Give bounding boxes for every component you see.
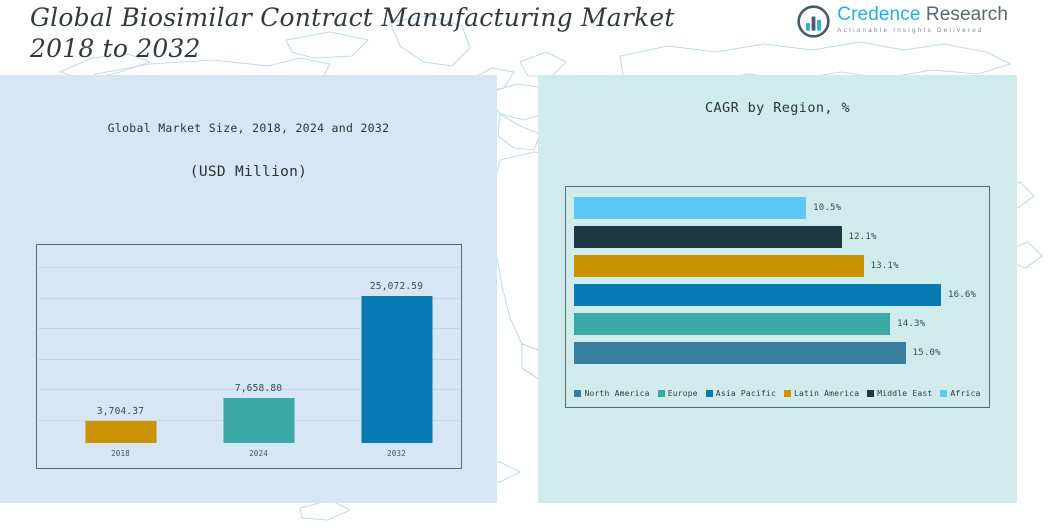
legend-swatch [784, 390, 791, 397]
cagr-bars: 10.5% 12.1% 13.1% 16.6% 14.3% 15.0% [574, 197, 981, 367]
gridline [37, 328, 460, 329]
cagr-bar-value: 13.1% [870, 261, 899, 271]
legend-swatch [940, 390, 948, 397]
market-size-bar-group: 25,072.59 2032 [331, 267, 463, 458]
cagr-bar-row: 12.1% [574, 226, 981, 248]
gridline [37, 267, 460, 268]
market-size-title-line2: (USD Million) [189, 164, 308, 180]
market-size-bar-group: 7,658.80 2024 [193, 267, 325, 458]
market-size-chart: Global Market Size, 2018, 2024 and 2032 … [0, 95, 497, 469]
cagr-bar[interactable]: 15.0% [574, 342, 941, 364]
gridline [37, 298, 460, 299]
market-size-bar[interactable]: 25,072.59 2032 [361, 281, 432, 458]
cagr-legend-item[interactable]: Asia Pacific [705, 389, 776, 398]
brand-name-secondary: Research [925, 4, 1008, 25]
legend-label: Africa [950, 389, 981, 398]
gridline [37, 389, 460, 390]
legend-swatch [705, 390, 713, 397]
cagr-bar[interactable]: 16.6% [574, 284, 976, 306]
market-size-chart-title: Global Market Size, 2018, 2024 and 2032 … [0, 95, 497, 205]
cagr-legend-item[interactable]: Latin America [784, 389, 859, 398]
market-size-category-label: 2024 [249, 449, 268, 458]
legend-label: Europe [667, 389, 698, 398]
cagr-bar-row: 13.1% [574, 255, 981, 277]
legend-swatch [657, 390, 665, 397]
cagr-legend-item[interactable]: North America [574, 389, 649, 398]
bar-chart-circle-icon [797, 5, 830, 38]
market-size-plot-area: 3,704.37 2018 7,658.80 2024 25,072.59 2032 [35, 244, 463, 469]
legend-swatch [574, 390, 582, 397]
cagr-bar-value: 12.1% [848, 232, 877, 242]
market-size-bar[interactable]: 7,658.80 2024 [223, 383, 294, 458]
market-size-bar-value: 7,658.80 [234, 383, 283, 395]
cagr-bar[interactable]: 14.3% [574, 313, 925, 335]
brand-text: Credence Research Actionable Insights De… [837, 5, 1008, 34]
cagr-bar-value: 14.3% [897, 319, 926, 329]
cagr-legend-item[interactable]: Europe [657, 389, 698, 398]
cagr-bar-value: 16.6% [947, 290, 977, 300]
cagr-bar-row: 16.6% [574, 284, 981, 306]
market-size-bar-value: 25,072.59 [369, 280, 424, 292]
legend-label: Latin America [794, 389, 860, 398]
credence-research-logo: Credence Research Actionable Insights De… [797, 5, 1008, 38]
brand-name-primary: Credence [837, 4, 921, 25]
cagr-bar-row: 15.0% [574, 342, 981, 364]
header: Global Biosimilar Contract Manufacturing… [0, 0, 1052, 75]
cagr-by-region-chart: CAGR by Region, % 10.5% 12.1% 13.1% 16.6% 14… [538, 100, 1017, 408]
cagr-chart-title: CAGR by Region, % [705, 100, 850, 116]
cagr-bar[interactable]: 10.5% [574, 197, 841, 219]
cagr-legend-item[interactable]: Middle East [867, 389, 932, 398]
brand-name: Credence Research [837, 5, 1008, 24]
legend-swatch [867, 390, 875, 397]
cagr-bar[interactable]: 13.1% [574, 255, 899, 277]
market-size-bars: 3,704.37 2018 7,658.80 2024 25,072.59 2032 [37, 267, 463, 458]
legend-label: North America [584, 389, 650, 398]
market-size-category-label: 2018 [111, 449, 130, 458]
gridline [37, 359, 460, 360]
legend-label: Asia Pacific [715, 389, 776, 398]
cagr-bar-row: 14.3% [574, 313, 981, 335]
page-title: Global Biosimilar Contract Manufacturing… [30, 3, 675, 63]
cagr-bar[interactable]: 12.1% [574, 226, 876, 248]
cagr-bar-value: 10.5% [813, 203, 842, 213]
legend-label: Middle East [877, 389, 933, 398]
market-size-bar-value: 3,704.37 [96, 406, 145, 418]
cagr-plot-area: 10.5% 12.1% 13.1% 16.6% 14.3% 15.0% North Ame… [565, 186, 990, 408]
market-size-bar-group: 3,704.37 2018 [55, 267, 187, 458]
cagr-bar-value: 15.0% [912, 348, 941, 358]
market-size-title-line1: Global Market Size, 2018, 2024 and 2032 [107, 121, 390, 135]
cagr-legend: North America Europe Asia Pacific Latin Ame… [566, 389, 989, 398]
market-size-bar[interactable]: 3,704.37 2018 [85, 406, 156, 458]
market-size-category-label: 2032 [387, 449, 406, 458]
cagr-bar-row: 10.5% [574, 197, 981, 219]
cagr-legend-item[interactable]: Africa [940, 389, 980, 398]
brand-tagline: Actionable Insights Delivered [837, 27, 984, 34]
